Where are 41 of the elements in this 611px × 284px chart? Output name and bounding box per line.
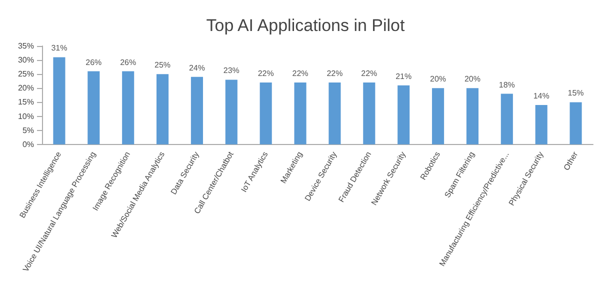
bar: [260, 82, 272, 144]
bar: [570, 102, 582, 144]
data-label: 24%: [188, 63, 205, 72]
bar: [88, 71, 100, 144]
data-label: 31%: [51, 44, 68, 53]
y-tick-label: 20%: [18, 84, 34, 93]
bar: [363, 82, 376, 144]
data-label: 22%: [258, 69, 274, 78]
bar: [294, 82, 306, 144]
bar: [432, 88, 444, 144]
bar: [53, 57, 66, 144]
y-tick-label: 25%: [18, 70, 34, 79]
bar: [225, 80, 238, 144]
data-label: 14%: [533, 92, 550, 101]
data-label: 15%: [568, 88, 584, 98]
y-tick-label: 0%: [22, 140, 34, 149]
bar: [190, 76, 203, 144]
data-label: 23%: [223, 66, 240, 76]
data-label: 25%: [154, 60, 171, 70]
data-label: 20%: [464, 74, 480, 84]
chart-title: Top AI Applications in Pilot: [206, 16, 405, 35]
bar: [500, 94, 513, 144]
data-label: 26%: [120, 58, 136, 67]
bar: [122, 71, 134, 144]
y-tick-label: 15%: [18, 98, 34, 107]
bar: [328, 82, 341, 144]
y-tick-label: 30%: [18, 56, 34, 65]
y-tick-label: 10%: [18, 112, 34, 121]
data-label: 21%: [396, 72, 412, 81]
data-label: 20%: [430, 74, 446, 84]
bar: [398, 85, 410, 144]
bar: [156, 74, 169, 144]
bar: [466, 88, 478, 144]
data-label: 22%: [361, 69, 378, 78]
y-tick-label: 35%: [18, 42, 34, 50]
y-tick-label: 5%: [22, 126, 34, 135]
data-label: 22%: [326, 69, 343, 78]
data-label: 26%: [86, 58, 102, 67]
bar: [535, 105, 548, 144]
data-label: 18%: [498, 80, 515, 90]
data-label: 22%: [292, 69, 308, 78]
